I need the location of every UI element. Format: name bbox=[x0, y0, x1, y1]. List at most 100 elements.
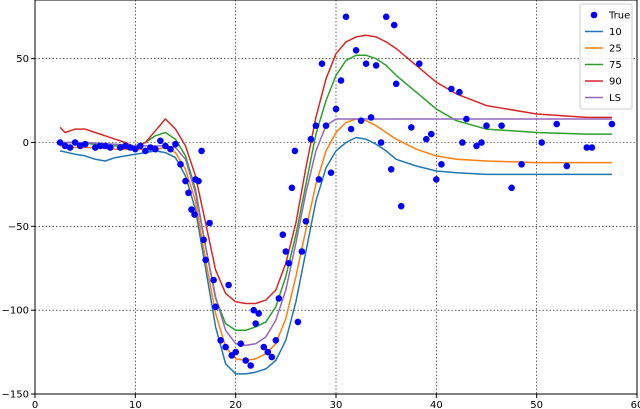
true-data-point bbox=[463, 115, 470, 123]
true-data-point bbox=[225, 281, 232, 289]
true-data-point bbox=[185, 189, 192, 197]
true-data-point bbox=[202, 256, 209, 264]
true-data-point bbox=[247, 362, 254, 369]
legend-label-75: 75 bbox=[609, 60, 622, 71]
true-data-point bbox=[282, 248, 290, 255]
true-data-point bbox=[428, 130, 435, 138]
true-data-point bbox=[307, 135, 315, 143]
true-data-point bbox=[312, 122, 320, 129]
true-data-point bbox=[167, 145, 174, 153]
true-data-point bbox=[279, 231, 287, 238]
true-data-point bbox=[206, 219, 213, 227]
true-data-point bbox=[390, 21, 398, 29]
true-data-point bbox=[423, 135, 430, 143]
series-line-LS bbox=[60, 118, 612, 347]
true-data-point bbox=[252, 320, 259, 327]
true-data-point bbox=[195, 177, 202, 185]
true-data-point bbox=[433, 176, 440, 183]
true-data-point bbox=[362, 60, 370, 67]
true-data-point bbox=[357, 117, 365, 124]
true-data-point bbox=[382, 13, 390, 21]
true-data-point bbox=[448, 85, 455, 93]
true-data-point bbox=[288, 184, 296, 192]
true-data-point bbox=[298, 248, 306, 255]
true-data-point bbox=[264, 348, 272, 356]
true-data-point bbox=[232, 348, 239, 356]
true-data-point bbox=[478, 139, 485, 146]
true-data-point bbox=[101, 142, 109, 150]
true-data-point bbox=[438, 161, 445, 168]
true-data-point bbox=[416, 60, 423, 67]
x-tick-label: 20 bbox=[229, 400, 242, 409]
true-data-point bbox=[76, 142, 84, 150]
x-tick-label: 50 bbox=[530, 400, 543, 409]
x-tick-label: 0 bbox=[32, 400, 38, 409]
legend-label-25: 25 bbox=[609, 44, 622, 55]
true-data-point bbox=[518, 161, 525, 168]
true-data-point bbox=[456, 88, 463, 96]
legend-label-True: True bbox=[608, 11, 630, 22]
true-data-point bbox=[242, 357, 249, 364]
true-data-point bbox=[285, 259, 293, 267]
true-data-point bbox=[352, 47, 360, 54]
y-tick-label: −100 bbox=[2, 306, 29, 317]
true-data-point bbox=[157, 137, 164, 145]
true-data-point bbox=[172, 140, 179, 148]
true-data-point bbox=[337, 77, 345, 84]
true-data-point bbox=[553, 120, 560, 128]
true-data-point bbox=[132, 145, 139, 153]
true-data-point bbox=[61, 142, 69, 150]
true-data-point bbox=[342, 13, 350, 21]
true-data-point bbox=[272, 337, 280, 344]
true-data-point bbox=[397, 202, 405, 210]
true-data-point bbox=[498, 122, 505, 129]
true-data-point bbox=[255, 310, 262, 317]
true-data-point bbox=[162, 142, 169, 150]
legend-label-10: 10 bbox=[609, 27, 622, 38]
true-data-point bbox=[302, 218, 310, 225]
true-data-point bbox=[315, 176, 323, 183]
true-data-point bbox=[222, 343, 229, 351]
true-data-point bbox=[275, 295, 283, 302]
true-data-point bbox=[608, 120, 616, 128]
true-data-point bbox=[408, 124, 415, 131]
series-line-75 bbox=[60, 54, 612, 332]
true-data-point bbox=[327, 169, 335, 176]
true-data-point bbox=[563, 162, 571, 170]
true-data-point bbox=[260, 343, 268, 351]
true-data-point bbox=[198, 147, 205, 155]
true-data-point bbox=[177, 161, 184, 168]
legend-box bbox=[579, 3, 633, 110]
x-tick-label: 30 bbox=[330, 400, 343, 409]
true-data-point bbox=[147, 144, 154, 151]
true-data-point bbox=[96, 142, 104, 150]
true-data-point bbox=[217, 337, 224, 344]
true-data-point bbox=[200, 236, 207, 244]
scatter-points bbox=[56, 13, 616, 369]
true-data-point bbox=[71, 139, 79, 146]
y-axis: −150 −100 −50 0 50 bbox=[2, 54, 35, 401]
true-data-point bbox=[117, 144, 124, 151]
true-data-point bbox=[588, 144, 596, 151]
true-data-point bbox=[583, 144, 591, 151]
legend-marker-True bbox=[590, 11, 598, 19]
true-data-point bbox=[56, 139, 64, 146]
x-tick-label: 40 bbox=[430, 400, 443, 409]
legend: True 10 25 75 90 LS bbox=[579, 3, 633, 110]
true-data-point bbox=[377, 139, 385, 146]
true-data-point bbox=[367, 114, 375, 121]
true-data-point bbox=[137, 142, 144, 150]
y-tick-label: −150 bbox=[2, 390, 29, 401]
true-data-point bbox=[127, 144, 134, 151]
legend-label-LS: LS bbox=[609, 93, 621, 104]
true-data-point bbox=[142, 147, 149, 155]
true-data-point bbox=[508, 184, 515, 192]
series-line-10 bbox=[59, 136, 612, 375]
true-data-point bbox=[347, 125, 355, 133]
y-tick-label: 0 bbox=[23, 138, 29, 149]
true-data-point bbox=[322, 122, 330, 129]
true-data-point bbox=[107, 144, 114, 151]
true-data-point bbox=[122, 142, 129, 150]
true-data-point bbox=[250, 306, 257, 314]
